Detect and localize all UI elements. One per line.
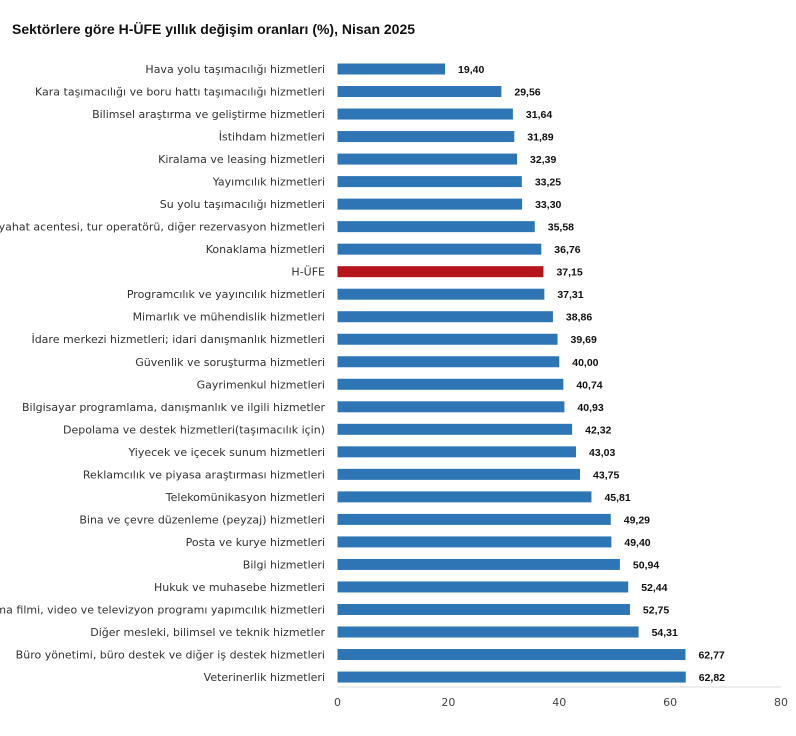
bar <box>337 288 545 300</box>
bar <box>337 649 686 661</box>
category-label: Hukuk ve muhasebe hizmetleri <box>154 581 325 594</box>
x-tick-label: 40 <box>552 696 566 709</box>
bar <box>337 108 513 120</box>
bar <box>337 86 502 98</box>
bar <box>337 243 542 255</box>
bar <box>337 671 686 683</box>
value-label: 39,69 <box>571 334 597 346</box>
category-label: Güvenlik ve soruşturma hizmetleri <box>135 356 325 369</box>
chart-title: Sektörlere göre H-ÜFE yıllık değişim ora… <box>12 21 416 37</box>
value-label: 40,74 <box>576 379 602 391</box>
value-label: 62,77 <box>698 650 724 662</box>
value-label: 19,40 <box>458 64 484 76</box>
category-label: Yayımcılık hizmetleri <box>212 176 325 189</box>
category-label: Depolama ve destek hizmetleri(taşımacılı… <box>63 423 325 436</box>
category-label: Kara taşımacılığı ve boru hattı taşımacı… <box>35 86 325 99</box>
value-label: 50,94 <box>633 559 659 571</box>
category-label: Bilgi hizmetleri <box>243 558 325 571</box>
bar <box>337 221 535 233</box>
value-label: 31,64 <box>526 109 552 121</box>
category-label: Gayrimenkul hizmetleri <box>197 378 325 391</box>
category-label: Sinema filmi, video ve televizyon progra… <box>0 603 325 616</box>
value-label: 37,31 <box>557 289 583 301</box>
x-tick-label: 80 <box>774 696 788 709</box>
value-label: 42,32 <box>585 424 611 436</box>
category-label: Mimarlık ve mühendislik hizmetleri <box>133 311 325 324</box>
value-label: 40,93 <box>577 402 603 414</box>
bar <box>337 131 515 143</box>
category-label: İdare merkezi hizmetleri; idari danışman… <box>31 333 325 346</box>
bar <box>337 378 564 390</box>
category-label: Diğer mesleki, bilimsel ve teknik hizmet… <box>90 626 325 639</box>
value-label: 52,75 <box>643 604 669 616</box>
value-label: 33,25 <box>535 177 561 189</box>
category-label: Programcılık ve yayıncılık hizmetleri <box>127 288 325 301</box>
value-label: 45,81 <box>604 492 630 504</box>
value-label: 43,03 <box>589 447 615 459</box>
bar <box>337 423 573 435</box>
value-label: 62,82 <box>699 672 725 684</box>
category-label: Bina ve çevre düzenleme (peyzaj) hizmetl… <box>79 513 325 526</box>
bar <box>337 333 558 345</box>
value-label: 29,56 <box>514 87 540 99</box>
x-tick-label: 60 <box>663 696 677 709</box>
bar <box>337 536 612 548</box>
category-label: Kiralama ve leasing hizmetleri <box>158 153 325 166</box>
value-label: 36,76 <box>554 244 580 256</box>
bar <box>337 63 446 75</box>
category-label: İstihdam hizmetleri <box>219 131 325 144</box>
bar-highlight <box>337 266 544 278</box>
bar <box>337 581 629 593</box>
category-label: Seyahat acentesi, tur operatörü, diğer r… <box>0 221 325 234</box>
bar <box>337 468 581 480</box>
value-label: 54,31 <box>652 627 678 639</box>
category-label: Bilgisayar programlama, danışmanlık ve i… <box>22 401 325 414</box>
value-label: 49,29 <box>624 514 650 526</box>
value-label: 52,44 <box>641 582 667 594</box>
category-label: Hava yolu taşımacılığı hizmetleri <box>145 63 325 76</box>
bar <box>337 558 620 570</box>
bar <box>337 198 523 210</box>
category-label: Büro yönetimi, büro destek ve diğer iş d… <box>16 649 325 662</box>
category-label: H-ÜFE <box>291 266 325 279</box>
category-label: Posta ve kurye hizmetleri <box>186 536 325 549</box>
value-label: 33,30 <box>535 199 561 211</box>
category-label: Reklamcılık ve piyasa araştırması hizmet… <box>83 468 325 481</box>
category-label: Telekomünikasyon hizmetleri <box>165 491 325 504</box>
bar <box>337 626 639 638</box>
category-label: Konaklama hizmetleri <box>206 243 325 256</box>
bar <box>337 401 565 413</box>
category-label: Veterinerlik hizmetleri <box>204 671 325 684</box>
x-tick-label: 0 <box>334 696 341 709</box>
value-label: 37,15 <box>556 267 582 279</box>
value-label: 49,40 <box>624 537 650 549</box>
category-label: Su yolu taşımacılığı hizmetleri <box>160 198 325 211</box>
x-tick-label: 20 <box>441 696 455 709</box>
bar <box>337 491 592 503</box>
value-label: 43,75 <box>593 469 619 481</box>
bar <box>337 153 518 165</box>
category-label: Yiyecek ve içecek sunum hizmetleri <box>127 446 325 459</box>
value-label: 35,58 <box>548 222 574 234</box>
category-label: Bilimsel araştırma ve geliştirme hizmetl… <box>92 108 325 121</box>
bar <box>337 446 577 458</box>
value-label: 40,00 <box>572 357 598 369</box>
bar <box>337 356 560 368</box>
bar <box>337 603 630 615</box>
value-label: 31,89 <box>527 132 553 144</box>
value-label: 32,39 <box>530 154 556 166</box>
bar <box>337 513 611 525</box>
bar <box>337 311 553 323</box>
bar <box>337 176 522 188</box>
value-label: 38,86 <box>566 312 592 324</box>
